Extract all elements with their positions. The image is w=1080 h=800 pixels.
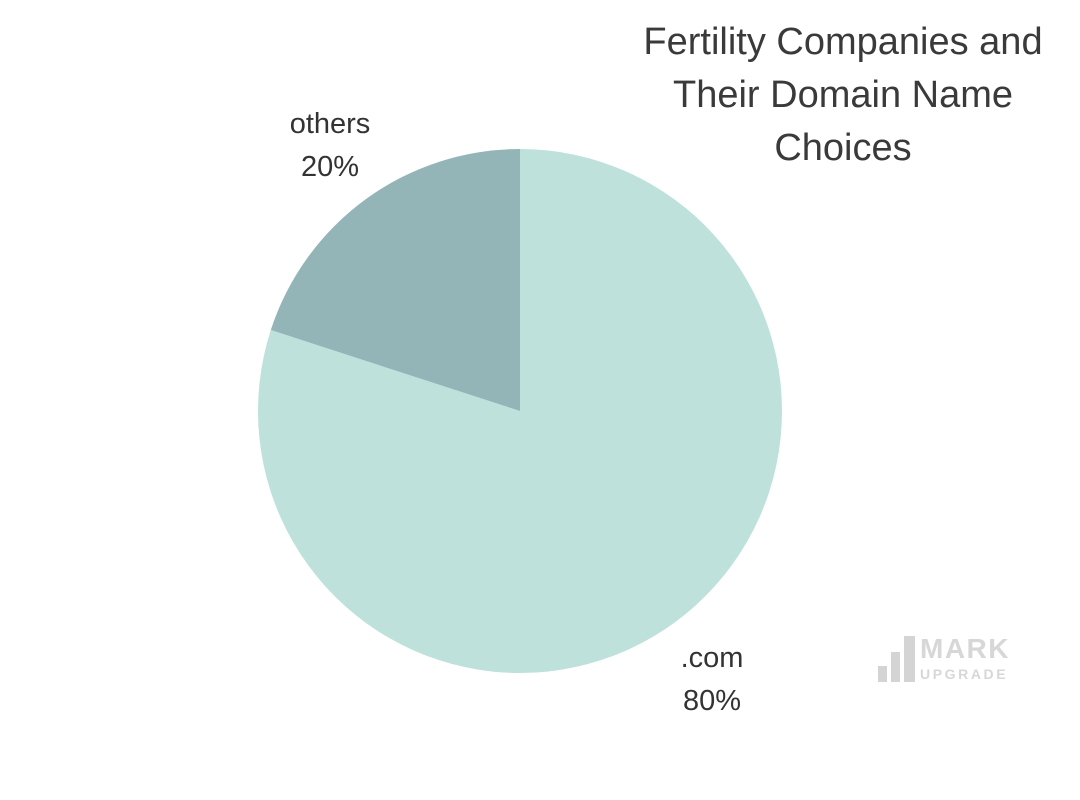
pie-slice-others (270, 149, 520, 411)
chart-title: Fertility Companies and Their Domain Nam… (608, 16, 1078, 175)
chart-title-line-1: Fertility Companies and (643, 21, 1043, 63)
chart-title-line-2: Their Domain Name (673, 74, 1013, 116)
bar-chart-icon (878, 636, 915, 682)
watermark-brand: MARK (920, 633, 1010, 664)
slice-label-com: .com 80% (612, 637, 812, 723)
watermark-text: MARK UPGRADE (920, 633, 1010, 682)
slice-label-com-name: .com (680, 642, 744, 674)
slice-label-others-percent: 20% (300, 151, 360, 183)
bar-chart-icon-bar-large (904, 636, 915, 682)
pie-slice-com (258, 149, 782, 673)
bar-chart-icon-bar-medium (891, 652, 900, 682)
watermark-brand-sub: UPGRADE (920, 666, 1009, 682)
slice-label-com-percent: 80% (682, 685, 742, 717)
slice-label-others-name: others (289, 108, 371, 140)
pie-chart (258, 149, 782, 673)
chart-title-line-3: Choices (774, 127, 912, 169)
watermark-logo: MARK UPGRADE (878, 633, 1010, 682)
slice-label-others: others 20% (230, 103, 430, 189)
bar-chart-icon-bar-small (878, 666, 887, 682)
